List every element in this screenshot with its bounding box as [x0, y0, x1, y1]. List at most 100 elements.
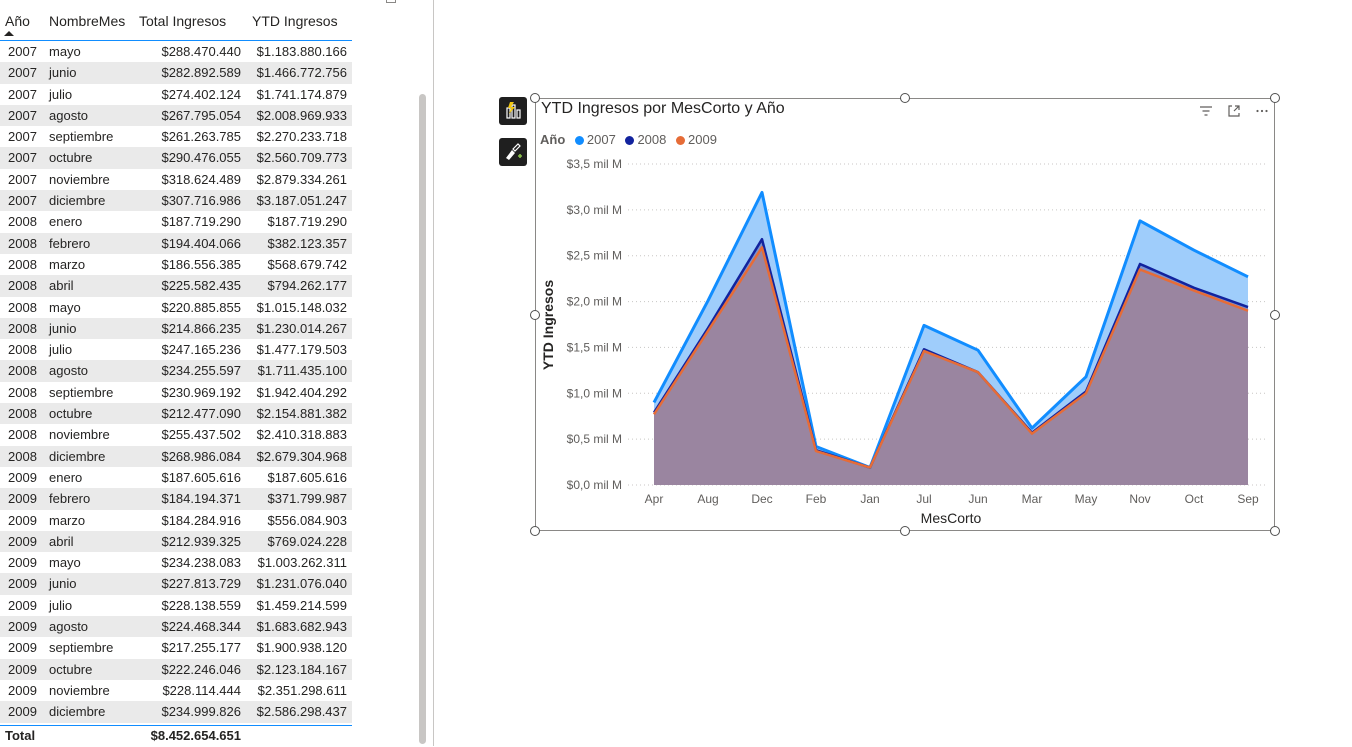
resize-handle-top-right[interactable]: [1270, 93, 1280, 103]
x-tick-label: Apr: [645, 492, 664, 506]
table-row[interactable]: 2007 julio $274.402.124 $1.741.174.879: [0, 84, 352, 105]
legend-item-2009[interactable]: 2009: [676, 132, 717, 148]
cell-nombremes: diciembre: [49, 193, 106, 209]
table-row[interactable]: 2009 octubre $222.246.046 $2.123.184.167: [0, 658, 352, 680]
cell-total-ingresos: $234.238.083: [161, 555, 241, 571]
cell-anio: 2008: [8, 406, 37, 422]
cell-ytd-ingresos: $1.015.148.032: [256, 299, 347, 315]
cell-ytd-ingresos: $1.900.938.120: [256, 640, 347, 656]
chart-legend: Año 2007 2008 2009: [540, 132, 723, 148]
table-row[interactable]: 2007 septiembre $261.263.785 $2.270.233.718: [0, 126, 352, 147]
table-row[interactable]: 2009 enero $187.605.616 $187.605.616: [0, 467, 352, 488]
table-row[interactable]: 2008 julio $247.165.236 $1.477.179.503: [0, 339, 352, 360]
cell-ytd-ingresos: $1.683.682.943: [256, 619, 347, 635]
x-axis-title: MesCorto: [921, 510, 982, 526]
cell-total-ingresos: $186.556.385: [161, 256, 241, 272]
y-tick-label: $3,5 mil M: [567, 157, 622, 171]
cell-anio: 2008: [8, 278, 37, 294]
cell-nombremes: noviembre: [49, 171, 110, 187]
table-visual[interactable]: Año NombreMes Total Ingresos YTD Ingreso…: [0, 0, 434, 746]
table-row[interactable]: 2008 agosto $234.255.597 $1.711.435.100: [0, 360, 352, 382]
cell-anio: 2007: [8, 193, 37, 209]
table-row[interactable]: 2007 agosto $267.795.054 $2.008.969.933: [0, 104, 352, 127]
cell-anio: 2009: [8, 469, 37, 485]
resize-handle-bottom-left[interactable]: [530, 526, 540, 536]
table-row[interactable]: 2008 febrero $194.404.066 $382.123.357: [0, 232, 352, 254]
column-header-ytd-ingresos[interactable]: YTD Ingresos: [252, 13, 338, 29]
table-row[interactable]: 2007 junio $282.892.589 $1.466.772.756: [0, 62, 352, 84]
cell-nombremes: julio: [49, 86, 73, 102]
cell-total-ingresos: $222.246.046: [161, 661, 241, 677]
cell-ytd-ingresos: $2.154.881.382: [256, 406, 347, 422]
table-row[interactable]: 2009 junio $227.813.729 $1.231.076.040: [0, 573, 352, 595]
resize-handle-top-left[interactable]: [530, 93, 540, 103]
y-tick-label: $2,0 mil M: [567, 295, 622, 309]
cell-nombremes: abril: [49, 533, 74, 549]
cell-ytd-ingresos: $568.679.742: [267, 256, 347, 272]
cell-anio: 2009: [8, 491, 37, 507]
table-row[interactable]: 2007 octubre $290.476.055 $2.560.709.773: [0, 147, 352, 169]
table-row[interactable]: 2009 septiembre $217.255.177 $1.900.938.120: [0, 637, 352, 658]
format-visual-button[interactable]: [499, 138, 527, 166]
cell-ytd-ingresos: $1.003.262.311: [257, 555, 347, 571]
cell-anio: 2009: [8, 555, 37, 571]
cell-nombremes: mayo: [49, 299, 81, 315]
table-row[interactable]: 2009 mayo $234.238.083 $1.003.262.311: [0, 552, 352, 573]
legend-item-2008[interactable]: 2008: [625, 132, 666, 148]
resize-handle-top[interactable]: [900, 93, 910, 103]
resize-handle-bottom-right[interactable]: [1270, 526, 1280, 536]
table-row[interactable]: 2009 abril $212.939.325 $769.024.228: [0, 530, 352, 553]
sort-ascending-icon[interactable]: [4, 31, 14, 36]
table-row[interactable]: 2007 diciembre $307.716.986 $3.187.051.247: [0, 190, 352, 212]
table-row[interactable]: 2009 marzo $184.284.916 $556.084.903: [0, 510, 352, 531]
table-row[interactable]: 2008 octubre $212.477.090 $2.154.881.382: [0, 403, 352, 425]
table-row[interactable]: 2008 abril $225.582.435 $794.262.177: [0, 275, 352, 297]
table-row[interactable]: 2009 febrero $184.194.371 $371.799.987: [0, 488, 352, 510]
cell-ytd-ingresos: $187.605.616: [267, 469, 347, 485]
column-header-nombremes[interactable]: NombreMes: [49, 13, 126, 29]
cell-ytd-ingresos: $769.024.228: [267, 533, 347, 549]
cell-nombremes: agosto: [49, 107, 89, 123]
table-row[interactable]: 2008 junio $214.866.235 $1.230.014.267: [0, 317, 352, 340]
table-row[interactable]: 2008 enero $187.719.290 $187.719.290: [0, 211, 352, 232]
cell-nombremes: octubre: [49, 661, 93, 677]
table-row[interactable]: 2008 noviembre $255.437.502 $2.410.318.883: [0, 424, 352, 445]
table-row[interactable]: 2008 mayo $220.885.855 $1.015.148.032: [0, 297, 352, 318]
focus-mode-icon[interactable]: [1227, 104, 1241, 118]
area-2009: [654, 247, 1248, 485]
table-row[interactable]: 2009 agosto $224.468.344 $1.683.682.943: [0, 616, 352, 638]
column-header-anio[interactable]: Año: [5, 13, 30, 29]
cell-anio: 2008: [8, 256, 37, 272]
legend-item-2007[interactable]: 2007: [574, 132, 616, 148]
table-row[interactable]: 2009 noviembre $228.114.444 $2.351.298.611: [0, 680, 352, 701]
cell-total-ingresos: $307.716.986: [161, 193, 241, 209]
cell-anio: 2009: [8, 576, 37, 592]
chart-title: YTD Ingresos por MesCorto y Año: [541, 100, 785, 117]
cell-total-ingresos: $288.470.440: [161, 44, 241, 59]
resize-handle-bottom[interactable]: [900, 526, 910, 536]
table-row[interactable]: 2007 noviembre $318.624.489 $2.879.334.261: [0, 169, 352, 190]
more-options-icon[interactable]: [1255, 104, 1269, 118]
column-header-total-ingresos[interactable]: Total Ingresos: [139, 13, 227, 29]
cell-total-ingresos: $214.866.235: [161, 320, 241, 336]
legend-label: 2007: [586, 132, 616, 147]
cell-nombremes: julio: [49, 597, 73, 613]
table-row[interactable]: 2009 julio $228.138.559 $1.459.214.599: [0, 595, 352, 616]
resize-handle-right[interactable]: [1270, 310, 1280, 320]
table-row[interactable]: 2007 mayo $288.470.440 $1.183.880.166: [0, 41, 352, 62]
table-row[interactable]: 2008 marzo $186.556.385 $568.679.742: [0, 254, 352, 275]
cell-total-ingresos: $187.719.290: [161, 214, 241, 230]
cell-anio: 2008: [8, 427, 37, 443]
resize-handle-left[interactable]: [530, 310, 540, 320]
cell-total-ingresos: $227.813.729: [161, 576, 241, 592]
cell-nombremes: septiembre: [49, 640, 114, 656]
legend-dot: [574, 136, 584, 145]
table-row[interactable]: 2008 diciembre $268.986.084 $2.679.304.968: [0, 445, 352, 467]
table-row[interactable]: 2008 septiembre $230.969.192 $1.942.404.292: [0, 382, 352, 403]
cell-total-ingresos: $268.986.084: [161, 448, 241, 464]
table-row[interactable]: 2009 diciembre $234.999.826 $2.586.298.437: [0, 701, 352, 723]
vertical-scrollbar[interactable]: [419, 94, 426, 744]
build-visual-button[interactable]: [499, 97, 527, 125]
x-tick-label: Oct: [1185, 492, 1204, 506]
filter-icon[interactable]: [1199, 104, 1213, 118]
